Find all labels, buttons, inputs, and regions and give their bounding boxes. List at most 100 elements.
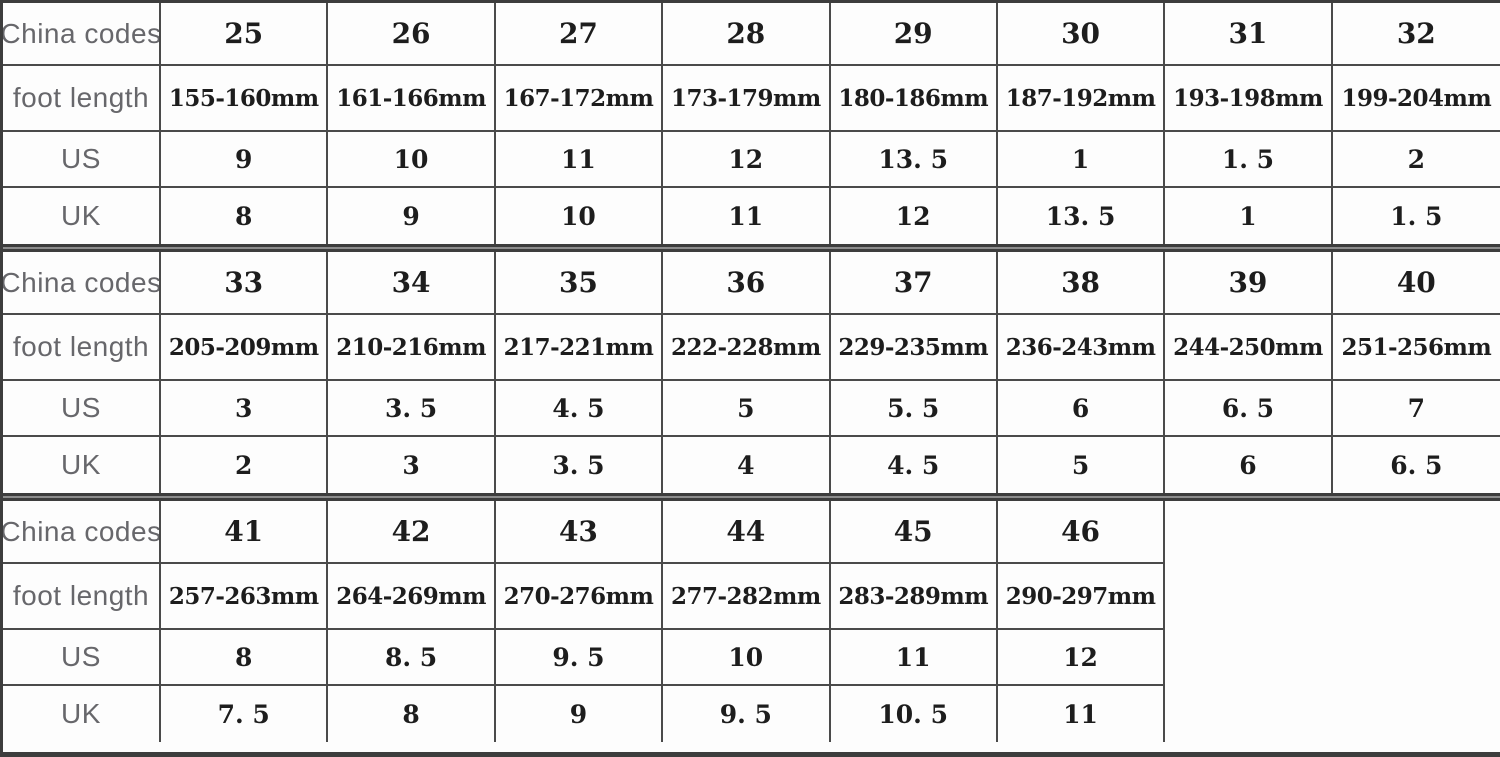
foot-length-cell: 251-256mm	[1332, 315, 1500, 381]
us-size-cell: 1. 5	[1165, 132, 1333, 188]
china-code-cell: 34	[328, 252, 496, 315]
us-size-cell: 4. 5	[495, 381, 664, 437]
row-label-us: US	[3, 630, 161, 686]
uk-size-cell: 8	[328, 686, 496, 742]
china-code-cell: 41	[161, 501, 329, 564]
us-size-cell: 5	[663, 381, 831, 437]
china-code-cell: 43	[495, 501, 664, 564]
foot-length-cell: 161-166mm	[328, 66, 496, 132]
row-label-uk: UK	[3, 686, 161, 742]
us-size-cell: 9	[161, 132, 329, 188]
us-size-cell: 10	[663, 630, 831, 686]
foot-length-cell: 217-221mm	[495, 315, 664, 381]
china-code-cell: 38	[997, 252, 1166, 315]
us-size-cell: 2	[1332, 132, 1500, 188]
row-label-uk: UK	[3, 188, 161, 244]
row-label-us: US	[3, 381, 161, 437]
uk-size-cell: 9	[496, 686, 664, 742]
china-code-cell: 29	[830, 3, 998, 66]
row-label-china-codes: China codes	[3, 501, 161, 564]
us-size-cell: 7	[1332, 381, 1500, 437]
row-label-foot-length: foot length	[3, 315, 161, 381]
foot-length-cell: 264-269mm	[328, 564, 496, 630]
us-size-cell: 6	[997, 381, 1166, 437]
uk-size-cell: 8	[161, 188, 329, 244]
china-code-cell: 25	[161, 3, 329, 66]
row-label-foot-length: foot length	[3, 66, 161, 132]
china-code-cell: 37	[830, 252, 998, 315]
us-size-cell: 13. 5	[830, 132, 998, 188]
uk-size-cell: 7. 5	[161, 686, 329, 742]
row-label-foot-length: foot length	[3, 564, 161, 630]
us-size-cell: 12	[997, 630, 1166, 686]
uk-size-cell: 5	[998, 437, 1166, 493]
china-code-cell: 28	[663, 3, 831, 66]
row-label-china-codes: China codes	[3, 3, 161, 66]
china-code-cell: 33	[161, 252, 329, 315]
section-divider	[3, 244, 1500, 252]
size-table-section-1: China codes 25 26 27 28 29 30 31 32 foot…	[3, 3, 1500, 244]
uk-size-cell: 12	[831, 188, 998, 244]
us-size-cell: 9. 5	[495, 630, 664, 686]
china-code-cell: 40	[1332, 252, 1500, 315]
foot-length-cell: 180-186mm	[830, 66, 998, 132]
foot-length-cell: 199-204mm	[1332, 66, 1500, 132]
foot-length-cell: 244-250mm	[1165, 315, 1333, 381]
uk-size-cell: 10	[496, 188, 664, 244]
foot-length-cell: 173-179mm	[663, 66, 831, 132]
us-size-cell: 8	[161, 630, 329, 686]
china-code-cell: 45	[830, 501, 998, 564]
section-divider	[3, 493, 1500, 501]
foot-length-cell: 205-209mm	[161, 315, 329, 381]
foot-length-cell: 187-192mm	[997, 66, 1166, 132]
row-label-uk: UK	[3, 437, 161, 493]
uk-size-cell: 11	[663, 188, 831, 244]
us-size-cell: 8. 5	[328, 630, 496, 686]
china-code-cell: 31	[1165, 3, 1333, 66]
us-size-cell: 12	[663, 132, 831, 188]
foot-length-cell: 277-282mm	[663, 564, 831, 630]
us-size-cell: 11	[495, 132, 664, 188]
uk-size-cell: 4. 5	[831, 437, 998, 493]
foot-length-cell: 155-160mm	[161, 66, 329, 132]
us-size-cell: 1	[997, 132, 1166, 188]
uk-size-cell: 10. 5	[831, 686, 998, 742]
row-label-us: US	[3, 132, 161, 188]
size-table-section-2: China codes 33 34 35 36 37 38 39 40 foot…	[3, 252, 1500, 493]
us-size-cell: 5. 5	[830, 381, 998, 437]
uk-size-cell: 2	[161, 437, 329, 493]
foot-length-cell: 290-297mm	[997, 564, 1166, 630]
uk-size-cell: 9	[328, 188, 496, 244]
empty-region	[1165, 501, 1500, 742]
china-code-cell: 46	[997, 501, 1166, 564]
uk-size-cell: 6. 5	[1390, 450, 1443, 480]
foot-length-cell: 229-235mm	[830, 315, 998, 381]
uk-size-cell: 3	[328, 437, 496, 493]
us-size-cell: 11	[830, 630, 998, 686]
china-code-cell: 44	[663, 501, 831, 564]
us-size-cell: 10	[328, 132, 496, 188]
china-code-cell: 39	[1165, 252, 1333, 315]
foot-length-cell: 283-289mm	[830, 564, 998, 630]
foot-length-cell: 257-263mm	[161, 564, 329, 630]
us-size-cell: 3. 5	[328, 381, 496, 437]
uk-size-cell: 1	[1165, 188, 1333, 244]
uk-size-cell: 6	[1165, 437, 1333, 493]
china-code-cell: 27	[495, 3, 664, 66]
uk-size-cell: 4	[663, 437, 831, 493]
foot-length-cell: 270-276mm	[495, 564, 664, 630]
china-code-cell: 35	[495, 252, 664, 315]
foot-length-cell: 236-243mm	[997, 315, 1166, 381]
size-table-section-3: China codes 41 42 43 44 45 46 foot lengt…	[3, 501, 1500, 742]
foot-length-cell: 210-216mm	[328, 315, 496, 381]
china-code-cell: 26	[328, 3, 496, 66]
uk-size-cell: 9. 5	[663, 686, 831, 742]
foot-length-cell: 222-228mm	[663, 315, 831, 381]
us-size-cell: 3	[161, 381, 329, 437]
uk-size-cell: 1. 5	[1390, 201, 1443, 231]
foot-length-cell: 167-172mm	[495, 66, 664, 132]
china-code-cell: 32	[1332, 3, 1500, 66]
china-code-cell: 30	[997, 3, 1166, 66]
uk-size-cell: 3. 5	[496, 437, 664, 493]
